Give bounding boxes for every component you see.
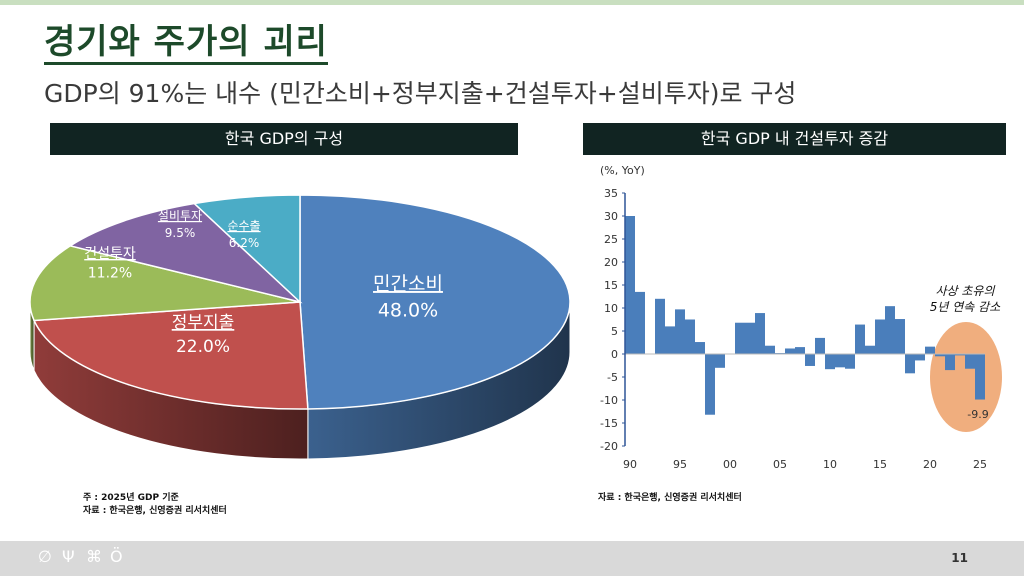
- top-accent-line: [0, 0, 1024, 5]
- y-tick-label: 5: [611, 325, 618, 338]
- bar-1991: [635, 291, 645, 354]
- pie-value: 22.0%: [176, 337, 230, 357]
- bar-1997: [695, 342, 705, 354]
- bar-2001: [735, 322, 745, 354]
- bar-2007: [795, 347, 805, 354]
- bar-1998: [705, 354, 715, 415]
- y-tick-label: 15: [604, 279, 618, 292]
- footer: ∅ Ψ ⌘ Ö 11: [0, 541, 1024, 576]
- y-tick-label: 30: [604, 210, 618, 223]
- note-source: 자료 : 한국은행, 신영증권 리서치센터: [83, 506, 227, 516]
- page-subtitle: GDP의 91%는 내수 (민간소비+정부지출+건설투자+설비투자)로 구성: [44, 79, 797, 108]
- last-value-label: -9.9: [967, 408, 988, 421]
- pie-value: 9.5%: [165, 226, 196, 240]
- annotation-text: 5년 연속 감소: [930, 300, 1001, 314]
- pie-value: 6.2%: [229, 236, 260, 250]
- bar-2016: [885, 306, 895, 354]
- bar-2018: [905, 354, 915, 374]
- pie-label: 설비투자: [158, 209, 202, 223]
- bar-2011: [835, 354, 845, 368]
- x-tick-label: 05: [773, 458, 787, 471]
- bar-1999: [715, 354, 725, 368]
- bar-chart-header: 한국 GDP 내 건설투자 증감: [583, 123, 1006, 155]
- bar-2023: [955, 354, 965, 356]
- y-tick-label: -20: [600, 440, 618, 453]
- sprout-icon: Ψ: [62, 547, 75, 566]
- bar-2019: [915, 354, 925, 361]
- bar-2015: [875, 319, 885, 354]
- y-tick-label: -5: [607, 371, 618, 384]
- y-tick-label: 25: [604, 233, 618, 246]
- note-basis: 주 : 2025년 GDP 기준: [83, 493, 179, 503]
- pie-value: 48.0%: [378, 300, 438, 322]
- x-tick-label: 10: [823, 458, 837, 471]
- bar-1995: [675, 309, 685, 354]
- y-tick-label: 20: [604, 256, 618, 269]
- bar-1993: [655, 298, 665, 354]
- bar-2012: [845, 354, 855, 369]
- x-tick-label: 25: [973, 458, 987, 471]
- bar-2020: [925, 346, 935, 354]
- y-axis-unit-label: (%, YoY): [600, 164, 645, 177]
- flower-icon: ⌘: [86, 547, 102, 566]
- bar-2021: [935, 354, 945, 357]
- x-tick-label: 95: [673, 458, 687, 471]
- pie-slice-건설투자: [29, 245, 301, 322]
- bar-2022: [945, 354, 955, 371]
- bar-1994: [665, 326, 675, 354]
- bar-2024: [965, 354, 975, 369]
- pie-slice-정부지출: [32, 301, 309, 410]
- pie-slice-민간소비: [299, 194, 571, 410]
- annotation-text: 사상 초유의: [935, 284, 995, 298]
- note-source: 자료 : 한국은행, 신영증권 리서치센터: [598, 493, 742, 503]
- pie-value: 11.2%: [88, 266, 132, 282]
- bar-2006: [785, 348, 795, 354]
- pie-label: 건설투자: [84, 246, 136, 262]
- bar-chart: (%, YoY) 35 30 25 20 15 10 5 0 -5 -10 -15 -20 90 95 00 0…: [600, 164, 1002, 471]
- y-tick-label: 0: [611, 348, 618, 361]
- pie-slice-순수출: [192, 194, 301, 304]
- highlight-ellipse: [930, 322, 1002, 432]
- apple-icon: Ö: [110, 547, 123, 566]
- pie-label: 순수출: [227, 219, 260, 233]
- pie-label: 민간소비: [373, 273, 443, 295]
- x-tick-label: 00: [723, 458, 737, 471]
- bar-2025: [975, 354, 985, 400]
- bar-1990: [625, 216, 635, 354]
- bar-2004: [765, 345, 775, 354]
- x-tick-label: 15: [873, 458, 887, 471]
- y-tick-label: 35: [604, 187, 618, 200]
- pie-label: 정부지출: [172, 313, 235, 333]
- page-title: 경기와 주가의 괴리: [44, 22, 328, 65]
- page-number: 11: [951, 551, 968, 565]
- bar-2009: [815, 337, 825, 354]
- bar-1996: [685, 319, 695, 354]
- pie-notes: 주 : 2025년 GDP 기준 자료 : 한국은행, 신영증권 리서치센터: [83, 492, 227, 518]
- x-tick-label: 90: [623, 458, 637, 471]
- pie-chart-header: 한국 GDP의 구성: [50, 123, 518, 155]
- bar-2002: [745, 322, 755, 354]
- bar-2014: [865, 345, 875, 354]
- bar-2017: [895, 319, 905, 354]
- y-tick-label: -15: [600, 417, 618, 430]
- bar-2010: [825, 354, 835, 370]
- x-tick-label: 20: [923, 458, 937, 471]
- bar-notes: 자료 : 한국은행, 신영증권 리서치센터: [598, 492, 742, 505]
- bar-2013: [855, 324, 865, 354]
- pie-chart: 민간소비 48.0% 정부지출 22.0% 건설투자 11.2% 설비투자 9.5% 순수출 6.…: [29, 194, 571, 460]
- bar-2008: [805, 354, 815, 366]
- bar-2003: [755, 313, 765, 354]
- y-tick-label: 10: [604, 302, 618, 315]
- pie-slice-설비투자: [68, 202, 303, 304]
- leaf-icon: ∅: [38, 547, 52, 566]
- y-tick-label: -10: [600, 394, 618, 407]
